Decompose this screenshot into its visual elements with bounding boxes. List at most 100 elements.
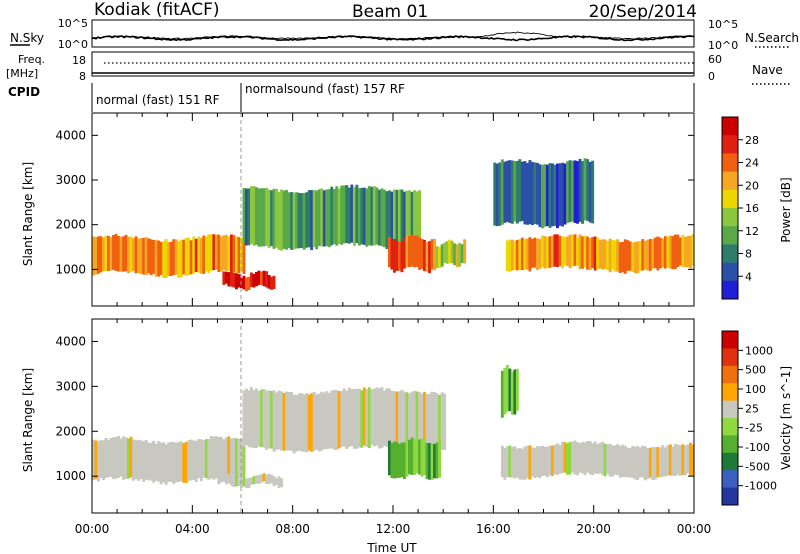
heatmap-cell (247, 390, 251, 448)
heatmap-cell (668, 235, 672, 269)
heatmap-cell (536, 238, 539, 270)
heatmap-cell (548, 163, 552, 228)
heatmap-cell (325, 391, 329, 450)
heatmap-cell (616, 444, 620, 476)
heatmap-cell (596, 444, 600, 474)
heatmap-cell (666, 236, 670, 268)
heatmap-cell (681, 444, 685, 475)
colorbar-block (722, 452, 738, 471)
heatmap-cell (305, 192, 309, 248)
heatmap-cell (390, 442, 394, 479)
heatmap-cell (513, 240, 517, 270)
heatmap-cell (658, 447, 662, 478)
heatmap-cell (340, 391, 344, 447)
heatmap-cell (656, 236, 660, 271)
heatmap-cell (423, 392, 427, 450)
y-tick-label: 4000 (55, 334, 86, 348)
velocity-colorbar: 1000 500 100 25 -25 -100 -500 -1000 Velocity [m… (721, 330, 793, 506)
heatmap-cell (601, 441, 605, 476)
heatmap-cell (265, 187, 269, 246)
heatmap-cell (633, 446, 637, 480)
heatmap-cell (578, 158, 582, 222)
heatmap-cell (588, 161, 592, 223)
heatmap-cell (525, 445, 529, 479)
heatmap-cell (689, 235, 692, 269)
colorbar-tick-label: 20 (745, 179, 759, 192)
colorbar-block (722, 487, 738, 506)
heatmap-cell (285, 190, 289, 250)
heatmap-cell (598, 239, 602, 269)
heatmap-cell (287, 391, 291, 451)
heatmap-cell (307, 190, 311, 248)
heatmap-cell (513, 161, 517, 222)
heatmap-cell (460, 244, 464, 264)
heatmap-cell (267, 275, 271, 289)
heatmap-cell (132, 238, 136, 271)
heatmap-cell (433, 444, 437, 479)
heatmap-cell (576, 161, 580, 224)
heatmap-cell (350, 184, 354, 243)
heatmap-cell (159, 442, 163, 485)
heatmap-cell (124, 234, 128, 272)
freq-right-tick-top: 60 (708, 53, 722, 66)
heatmap-cell (495, 163, 499, 227)
heatmap-cell (232, 438, 236, 479)
heatmap-cell (415, 191, 419, 249)
heatmap-cell (372, 186, 376, 246)
heatmap-cell (222, 475, 226, 482)
heatmap-cell (388, 388, 391, 449)
colorbar-tick-label: 12 (745, 225, 759, 238)
heatmap-cell (405, 439, 409, 477)
heatmap-cell (242, 275, 246, 290)
heatmap-cell (663, 236, 667, 269)
heatmap-cell (440, 392, 444, 451)
heatmap-cell (99, 236, 103, 273)
heatmap-cell (245, 277, 248, 292)
heatmap-cell (277, 390, 281, 450)
heatmap-cell (187, 237, 191, 276)
heatmap-cell (367, 186, 371, 246)
heatmap-cell (520, 161, 524, 222)
heatmap-cell (503, 367, 507, 415)
heatmap-cell (194, 440, 198, 482)
heatmap-cell (97, 236, 100, 274)
time-tick-label: 12:00 (376, 522, 411, 536)
heatmap-cell (317, 189, 321, 246)
heatmap-cell (322, 392, 326, 450)
heatmap-cell (179, 239, 183, 278)
heatmap-cell (400, 241, 404, 273)
heatmap-cell (548, 445, 552, 476)
heatmap-cell (224, 271, 228, 284)
heatmap-cell (586, 441, 590, 473)
heatmap-cell (317, 393, 321, 452)
heatmap-cell (413, 390, 417, 453)
heatmap-cell (546, 446, 549, 478)
heatmap-cell (676, 234, 680, 267)
heatmap-cell (393, 391, 396, 451)
heatmap-cell (515, 161, 519, 224)
heatmap-cell (581, 442, 585, 474)
heatmap-cell (671, 236, 675, 270)
heatmap-cell (573, 440, 577, 475)
heatmap-cell (127, 438, 131, 479)
heatmap-cell (327, 189, 331, 248)
heatmap-cell (608, 443, 612, 477)
heatmap-cell (631, 445, 635, 478)
heatmap-cell (184, 442, 188, 483)
heatmap-cell (212, 234, 216, 270)
heatmap-cell (661, 445, 665, 477)
heatmap-cell (510, 446, 514, 478)
heatmap-cell (458, 242, 462, 267)
heatmap-cell (513, 369, 517, 415)
time-axis-labels: 00:00 04:00 08:00 12:00 16:00 20:00 00:00 (75, 522, 712, 536)
power-colorbar-blocks (722, 117, 738, 300)
heatmap-cell (370, 186, 374, 246)
heatmap-cell (102, 440, 105, 481)
heatmap-cell (157, 441, 161, 482)
heatmap-cell (267, 189, 271, 248)
heatmap-cell (262, 270, 266, 287)
heatmap-cell (573, 234, 577, 266)
noise-search-line (92, 31, 695, 40)
heatmap-cell (668, 444, 672, 476)
colorbar-tick-label: 28 (745, 134, 759, 147)
